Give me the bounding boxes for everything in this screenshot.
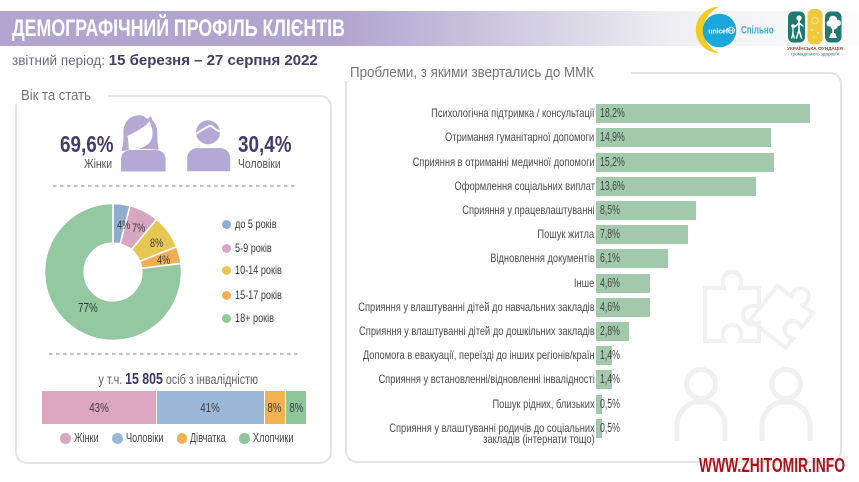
svg-text:громадського здоров'я: громадського здоров'я — [791, 52, 840, 57]
svg-text:Спільно: Спільно — [741, 24, 774, 37]
svg-text:unicef: unicef — [708, 26, 728, 35]
svg-text:УКРАЇНСЬКА ФУНДАЦІЯ: УКРАЇНСЬКА ФУНДАЦІЯ — [787, 45, 843, 51]
